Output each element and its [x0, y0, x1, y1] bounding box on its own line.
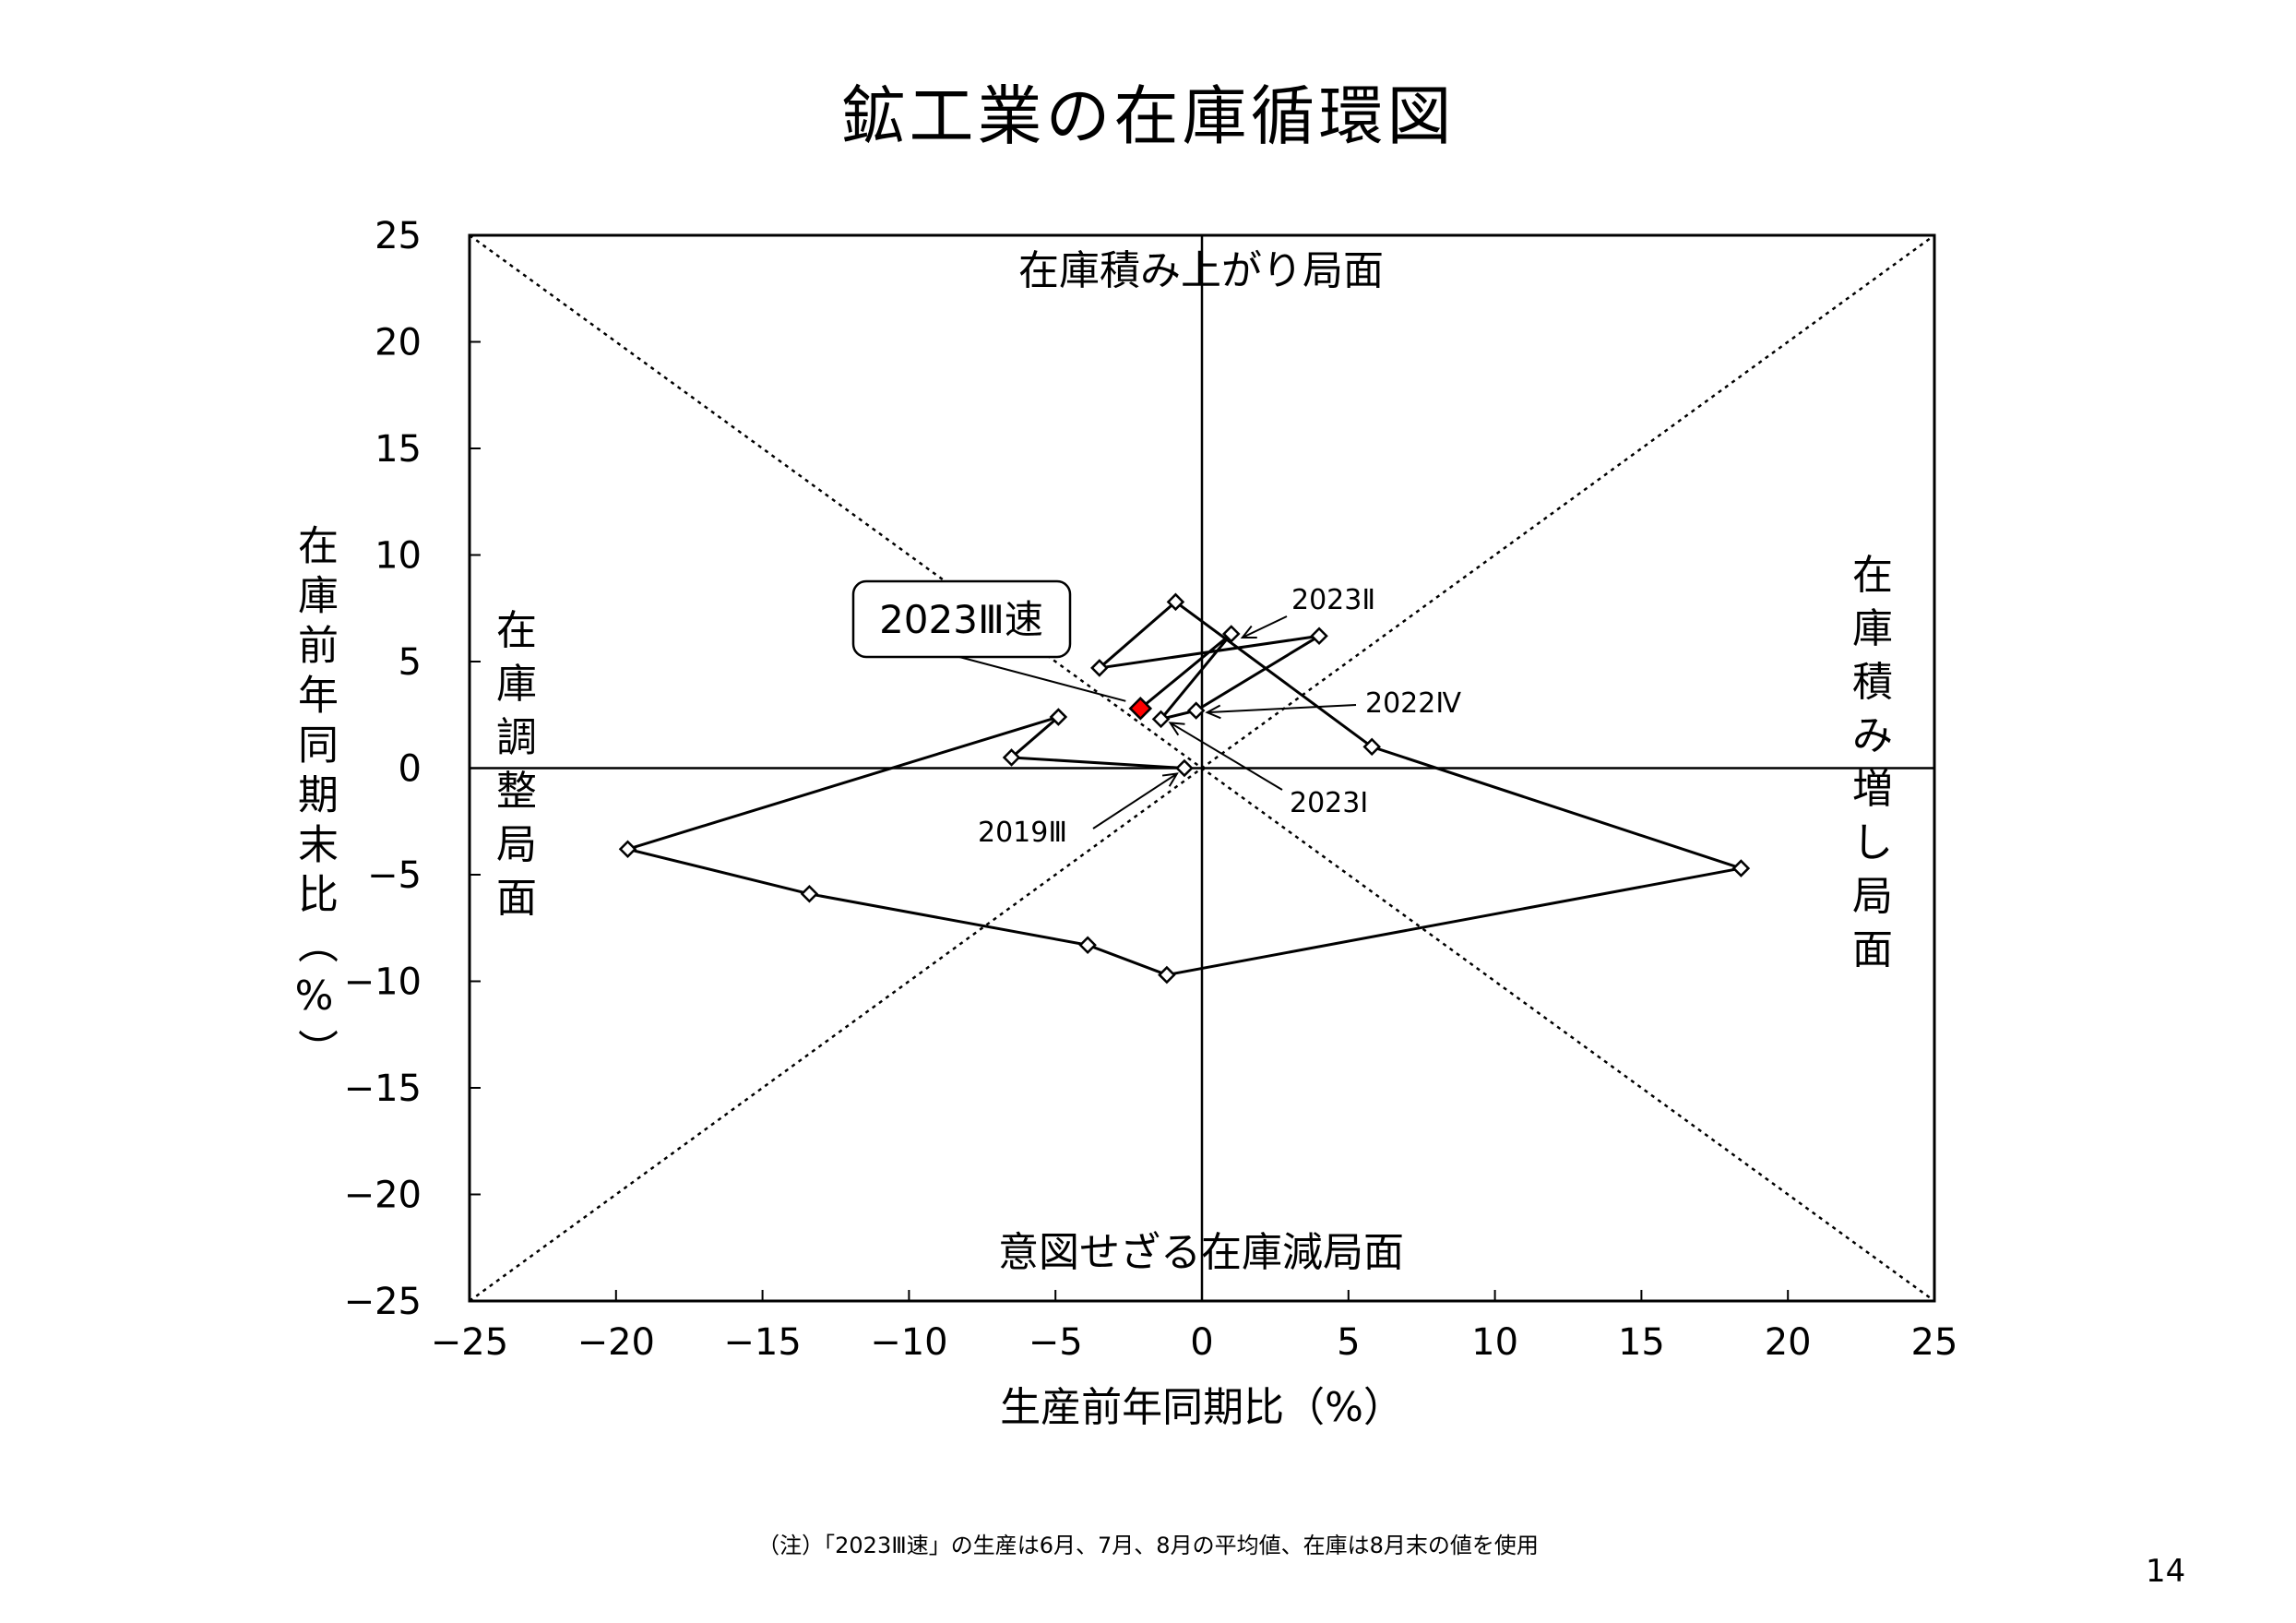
point-label: 2023Ⅰ [1290, 787, 1368, 819]
y-axis-title: 在庫前年同期末比（%） [291, 524, 338, 1079]
region-label-bottom: 意図せざる在庫減局面 [998, 1229, 1404, 1276]
region-label-left: 調 [496, 714, 537, 761]
region-label-right: 面 [1852, 926, 1893, 973]
data-point [1186, 701, 1206, 720]
region-label-left: 整 [496, 768, 537, 815]
data-point [1078, 936, 1097, 954]
data-point [1731, 859, 1751, 877]
annotation-arrowhead [1161, 772, 1179, 787]
y-tick-label: 15 [375, 428, 422, 471]
data-point [1090, 659, 1109, 677]
x-tick-label: 25 [1911, 1321, 1958, 1364]
data-point [1310, 627, 1328, 646]
y-tick-label: 10 [375, 535, 422, 578]
region-label-left: 庫 [496, 661, 537, 708]
point-label: 2023Ⅱ [1291, 584, 1375, 616]
series-line [622, 600, 1742, 977]
footnote: （注）「2023Ⅲ速」の生産は6月、7月、8月の平均値、在庫は8月末の値を使用 [757, 1533, 1539, 1558]
region-label-right: 局 [1852, 873, 1893, 920]
region-label-right: し [1852, 819, 1893, 866]
annotation-arrowhead [1205, 704, 1221, 720]
x-tick-label: 15 [1618, 1321, 1665, 1364]
x-tick-label: −20 [577, 1321, 655, 1364]
y-tick-label: −20 [344, 1175, 422, 1217]
x-tick-label: 10 [1471, 1321, 1518, 1364]
callout-pointer [958, 656, 1126, 702]
annotation-arrow [1242, 615, 1288, 638]
y-tick-label: 20 [375, 322, 422, 364]
data-point [1002, 748, 1021, 767]
annotation-arrowhead [1240, 625, 1257, 639]
annotation-arrow [1092, 772, 1178, 829]
region-label-right: 在 [1852, 552, 1893, 599]
data-point [1362, 737, 1381, 757]
region-label-right: 積 [1852, 659, 1893, 706]
region-label-right: 増 [1852, 766, 1893, 813]
x-axis-title: 生産前年同期比（%） [1000, 1384, 1404, 1431]
data-point [1166, 592, 1185, 612]
callout-label: 2023Ⅲ速 [879, 597, 1043, 642]
x-tick-label: −15 [723, 1321, 801, 1364]
data-point [800, 885, 819, 903]
data-point [1049, 708, 1068, 726]
region-label-right: み [1852, 712, 1893, 759]
data-point [1151, 710, 1171, 729]
y-tick-label: 0 [399, 748, 422, 791]
data-point [618, 840, 637, 859]
x-tick-label: 20 [1765, 1321, 1812, 1364]
x-tick-label: −25 [431, 1321, 508, 1364]
page-title: 鉱工業の在庫循環図 [840, 78, 1456, 154]
highlight-point [1128, 697, 1153, 721]
point-label: 2019Ⅲ [978, 817, 1067, 849]
annotation-arrow [1207, 704, 1357, 714]
y-tick-label: 25 [375, 215, 422, 257]
x-tick-label: 5 [1337, 1321, 1360, 1364]
annotation-arrow [1170, 722, 1283, 791]
region-label-right: 庫 [1852, 605, 1893, 652]
x-tick-label: 0 [1190, 1321, 1213, 1364]
page-number: 14 [2146, 1553, 2186, 1590]
data-point [1158, 965, 1176, 985]
y-tick-label: −15 [344, 1068, 422, 1110]
region-label-left: 在 [496, 607, 537, 654]
x-tick-label: −5 [1029, 1321, 1083, 1364]
annotation-arrowhead [1168, 722, 1185, 736]
y-tick-label: −5 [367, 854, 422, 897]
region-label-left: 局 [496, 821, 537, 868]
data-point [1221, 625, 1241, 643]
data-point [1175, 758, 1194, 778]
y-tick-label: −25 [344, 1281, 422, 1323]
y-tick-label: −10 [344, 961, 422, 1004]
region-label-left: 面 [496, 875, 537, 922]
x-tick-label: −10 [870, 1321, 947, 1364]
region-label-top: 在庫積み上がり局面 [1018, 247, 1384, 294]
point-label: 2022Ⅳ [1365, 687, 1461, 720]
y-tick-label: 5 [399, 641, 422, 684]
